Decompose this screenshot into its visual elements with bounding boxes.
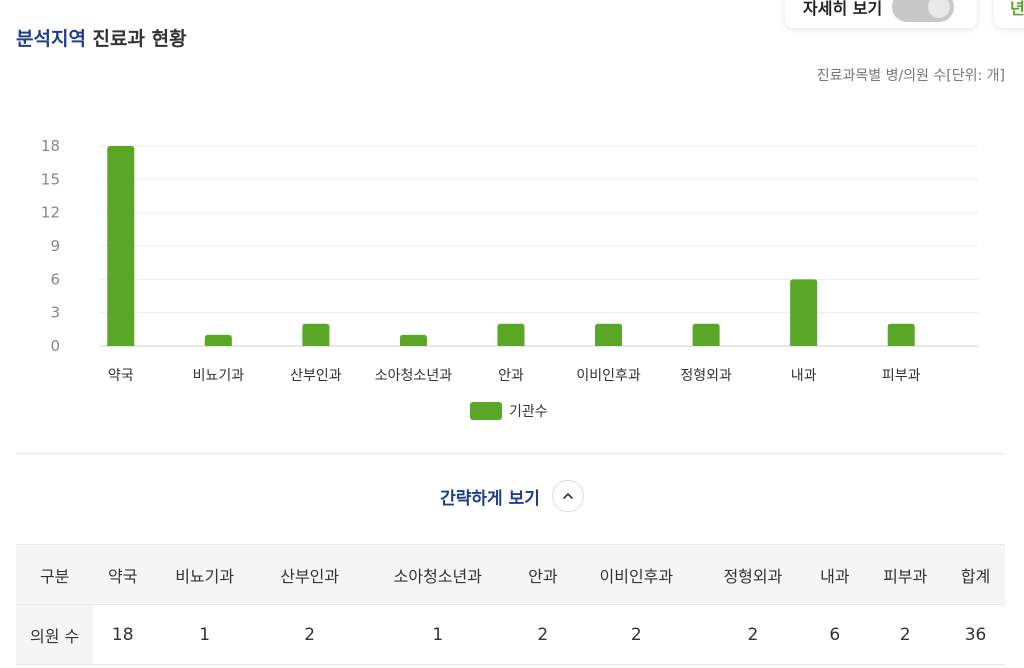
column-header: 피부과 [864,544,947,605]
bar-6 [692,323,720,346]
table-cell: 2 [864,604,947,665]
column-header: 비뇨기과 [152,544,258,605]
table-cell: 18 [93,604,153,665]
table-cell: 2 [513,604,573,665]
x-tick-label: 비뇨기과 [193,368,245,384]
legend-label: 기관수 [509,404,548,420]
x-tick-label: 이비인후과 [576,368,641,384]
column-header: 소아청소년과 [362,544,514,605]
column-header: 이비인후과 [572,544,701,605]
x-tick-label: 내과 [791,368,817,384]
table-corner-header: 구분 [16,544,94,605]
column-header: 안과 [513,544,573,605]
bar-5 [595,323,623,346]
table-cell: 2 [572,604,701,665]
column-header: 합계 [946,544,1005,605]
section-divider [16,453,1005,454]
legend-swatch [470,402,502,420]
corner-card[interactable]: 년 [994,0,1024,28]
y-tick-label: 9 [50,237,60,255]
title-rest: 진료과 현황 [92,28,187,50]
detail-view-toggle[interactable]: 자세히 보기 [785,0,977,28]
toggle-switch[interactable] [892,0,955,22]
bar-chart: 0 3 6 9 12 15 18 약국 비뇨기과 산부인과 소아청소년과 안과 이비인후과 정형외과 내과… [41,137,978,420]
table-cell: 6 [805,604,865,665]
chevron-up-icon[interactable] [551,480,584,512]
table-cell: 36 [946,604,1005,665]
title-accent: 분석지역 [16,28,86,50]
x-tick-label: 산부인과 [290,368,342,384]
page-title: 분석지역 진료과 현황 [16,24,187,51]
column-header: 산부인과 [257,544,363,605]
y-tick-label: 15 [41,170,60,188]
x-tick-label: 피부과 [882,368,921,384]
collapse-label[interactable]: 간략하게 보기 [440,488,540,509]
table-header-row: 구분 약국 비뇨기과 산부인과 소아청소년과 안과 이비인후과 정형외과 내과 피부과 합계 [16,544,1005,605]
bar-2 [302,323,330,346]
y-tick-label: 18 [41,137,60,155]
corner-card-glyph: 년 [1010,0,1024,18]
column-header: 약국 [93,544,153,605]
table-cell: 2 [700,604,806,665]
bar-0 [107,146,135,346]
table-cell: 1 [362,604,514,665]
collapse-toggle[interactable]: 간략하게 보기 [0,480,1024,512]
table-cell: 2 [257,604,363,665]
x-tick-label: 소아청소년과 [375,368,452,384]
summary-table: 구분 약국 비뇨기과 산부인과 소아청소년과 안과 이비인후과 정형외과 내과 피부과 합계 의원 … [16,544,1005,665]
y-tick-label: 12 [41,204,60,222]
bar-4 [497,323,525,346]
row-header: 의원 수 [16,604,94,665]
column-header: 내과 [805,544,865,605]
y-tick-label: 6 [50,270,60,288]
y-tick-label: 3 [50,304,60,322]
y-tick-label: 0 [50,337,60,355]
table-row: 의원 수 18 1 2 1 2 2 2 6 2 36 [16,604,1005,665]
x-tick-label: 약국 [108,368,134,384]
bar-3 [399,334,427,346]
bar-1 [204,334,232,346]
x-tick-label: 정형외과 [680,368,732,384]
detail-view-label: 자세히 보기 [803,0,883,18]
x-tick-label: 안과 [498,368,524,384]
column-header: 정형외과 [700,544,806,605]
table-cell: 1 [152,604,258,665]
bar-7 [790,279,818,346]
bar-8 [887,323,915,346]
unit-note: 진료과목별 병/의원 수[단위: 개] [816,68,1005,84]
